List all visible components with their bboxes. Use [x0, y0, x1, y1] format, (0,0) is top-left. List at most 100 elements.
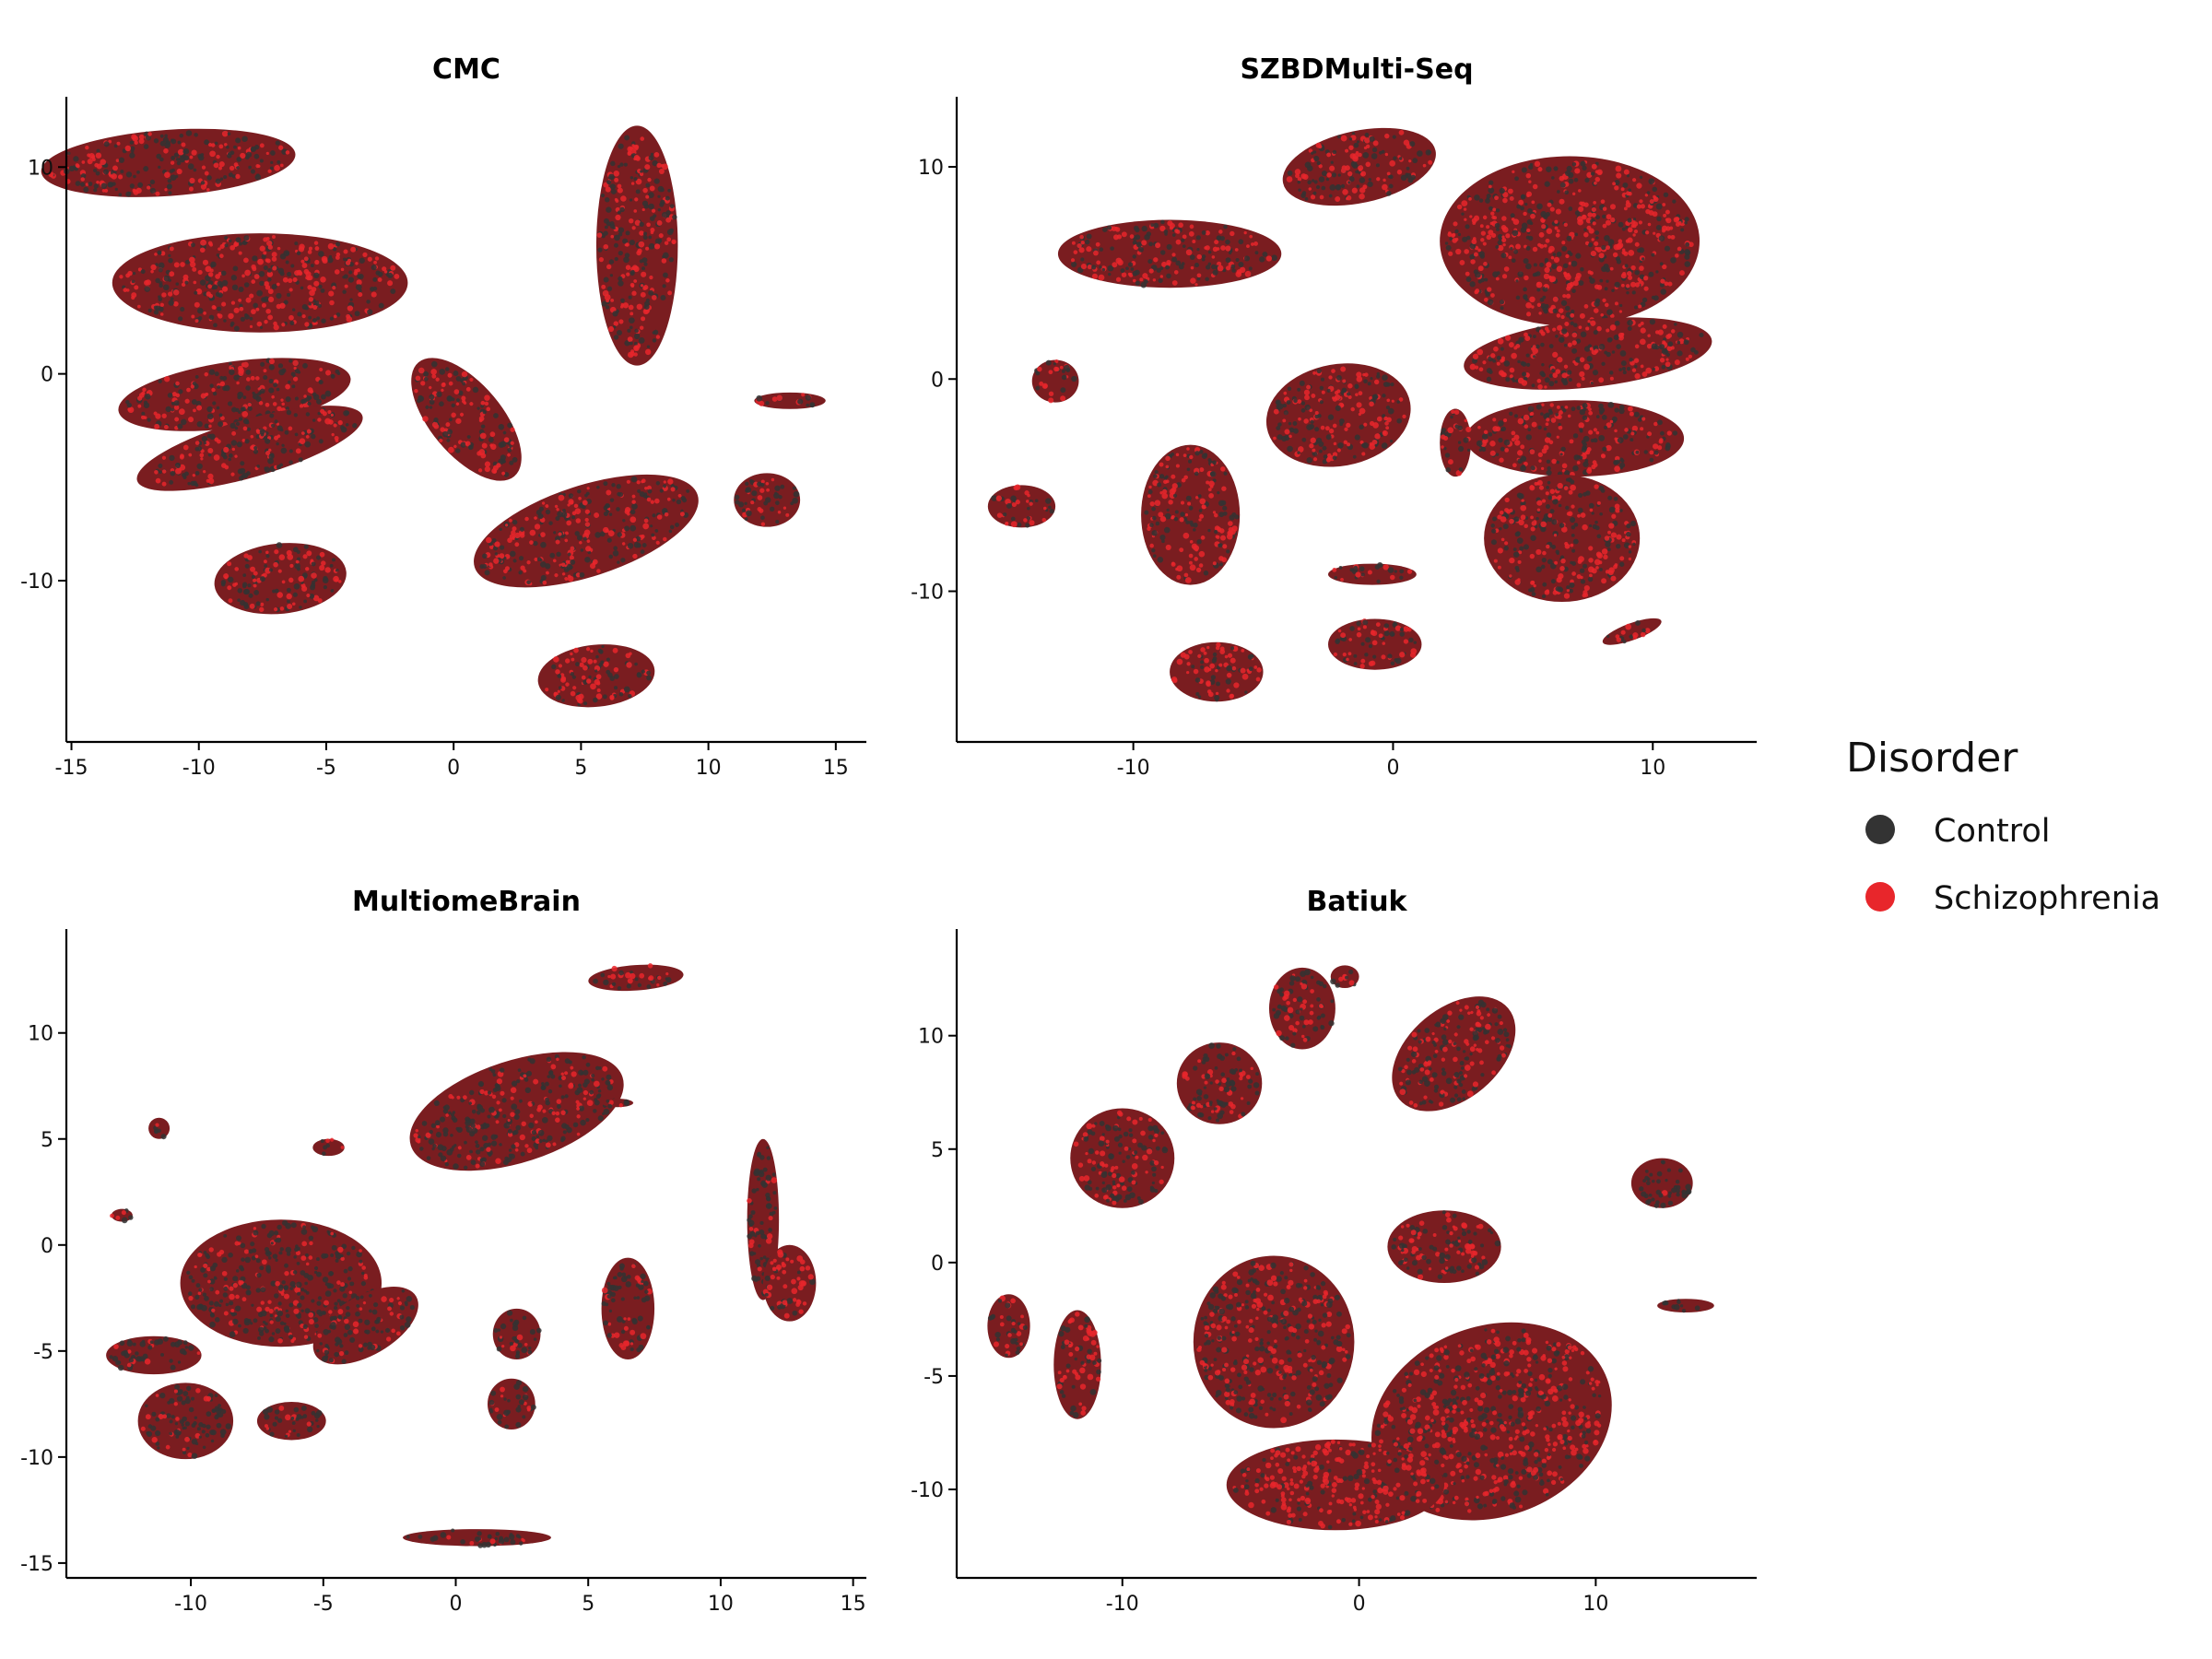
cell-point — [172, 300, 179, 307]
cell-point — [1154, 470, 1159, 475]
cell-point — [1080, 241, 1085, 245]
cell-point — [1509, 574, 1512, 578]
cell-point — [1648, 271, 1654, 277]
cell-point — [1138, 246, 1144, 253]
cell-point — [1634, 270, 1640, 276]
cell-point — [1498, 437, 1503, 443]
cell-point — [307, 1275, 313, 1281]
cell-point — [1584, 177, 1590, 183]
cell-point — [217, 280, 223, 287]
cell-point — [214, 1300, 219, 1307]
cell-point — [1557, 482, 1563, 489]
cell-point — [1226, 265, 1231, 271]
cell-point — [390, 288, 396, 295]
cell-point — [1611, 288, 1615, 293]
cell-point — [1543, 273, 1550, 280]
cell-point — [256, 321, 263, 327]
x-tick-label: -10 — [1117, 757, 1150, 780]
cell-point — [1535, 281, 1543, 288]
cell-point — [377, 271, 383, 277]
cell-point — [236, 157, 242, 162]
cell-point — [319, 367, 324, 372]
cell-point — [1408, 637, 1414, 643]
cell-point — [243, 257, 249, 264]
cell-point — [1595, 566, 1599, 570]
cell-point — [1471, 218, 1477, 224]
cell-point — [1243, 230, 1247, 235]
cell-point — [1535, 404, 1542, 410]
cell-point — [1655, 224, 1662, 230]
cell-point — [1114, 226, 1118, 230]
cell-point — [207, 1279, 211, 1284]
cell-point — [1362, 619, 1369, 626]
cell-point — [649, 275, 653, 280]
cell-point — [634, 346, 639, 350]
cell-point — [317, 411, 321, 416]
cell-point — [183, 155, 190, 161]
cell-point — [314, 246, 320, 251]
cell-point — [352, 423, 358, 429]
cell-point — [1520, 501, 1524, 506]
cell-point — [1099, 247, 1104, 252]
cell-point — [1206, 480, 1210, 485]
cell-point — [159, 312, 164, 316]
cell-point — [188, 186, 194, 192]
cell-point — [301, 314, 306, 319]
cell-point — [1225, 239, 1230, 245]
cell-point — [1558, 494, 1562, 500]
cell-point — [1139, 277, 1144, 282]
cell-point — [292, 1284, 296, 1288]
cell-point — [1492, 271, 1499, 277]
cell-point — [327, 410, 332, 415]
cell-point — [439, 368, 446, 375]
cell-point — [1093, 250, 1099, 256]
cell-point — [765, 401, 770, 406]
cell-point — [643, 231, 648, 236]
cell-point — [1186, 662, 1191, 666]
cell-point — [1049, 509, 1054, 514]
cell-point — [1570, 484, 1576, 491]
cell-point — [219, 381, 226, 387]
cell-point — [1561, 241, 1566, 245]
cell-point — [147, 132, 152, 136]
cell-point — [662, 284, 666, 288]
cell-point — [606, 180, 612, 185]
cell-point — [229, 422, 236, 429]
cell-point — [324, 1290, 332, 1297]
cell-point — [1623, 251, 1629, 256]
cell-point — [1039, 381, 1044, 386]
cell-point — [1209, 663, 1216, 669]
cell-point — [1523, 294, 1528, 300]
cell-point — [507, 447, 512, 453]
cell-point — [1079, 234, 1084, 240]
cell-point — [80, 177, 85, 182]
cell-point — [1550, 418, 1557, 423]
cell-point — [256, 1306, 263, 1312]
cell-point — [1191, 665, 1195, 669]
cell-point — [268, 387, 275, 394]
cell-point — [500, 441, 507, 448]
cell-point — [480, 453, 487, 459]
cell-point — [160, 1134, 167, 1140]
cell-point — [217, 385, 221, 389]
cell-point — [1189, 454, 1194, 460]
cell-point — [1465, 276, 1472, 282]
cell-point — [1394, 658, 1398, 663]
cluster-9 — [1141, 444, 1241, 585]
cell-point — [1387, 567, 1394, 573]
cell-point — [1541, 557, 1547, 563]
cell-point — [276, 246, 281, 251]
cell-point — [1531, 421, 1537, 428]
cell-point — [222, 1292, 229, 1298]
cell-point — [1611, 513, 1617, 519]
cell-point — [1574, 168, 1581, 174]
cell-point — [1189, 564, 1196, 571]
cell-point — [115, 1215, 121, 1220]
cell-point — [1547, 559, 1553, 565]
cell-point — [1640, 427, 1644, 431]
cell-point — [1601, 548, 1608, 555]
cell-point — [1457, 232, 1462, 237]
cell-point — [333, 1305, 338, 1311]
cell-point — [1490, 524, 1495, 528]
cell-point — [324, 390, 332, 397]
